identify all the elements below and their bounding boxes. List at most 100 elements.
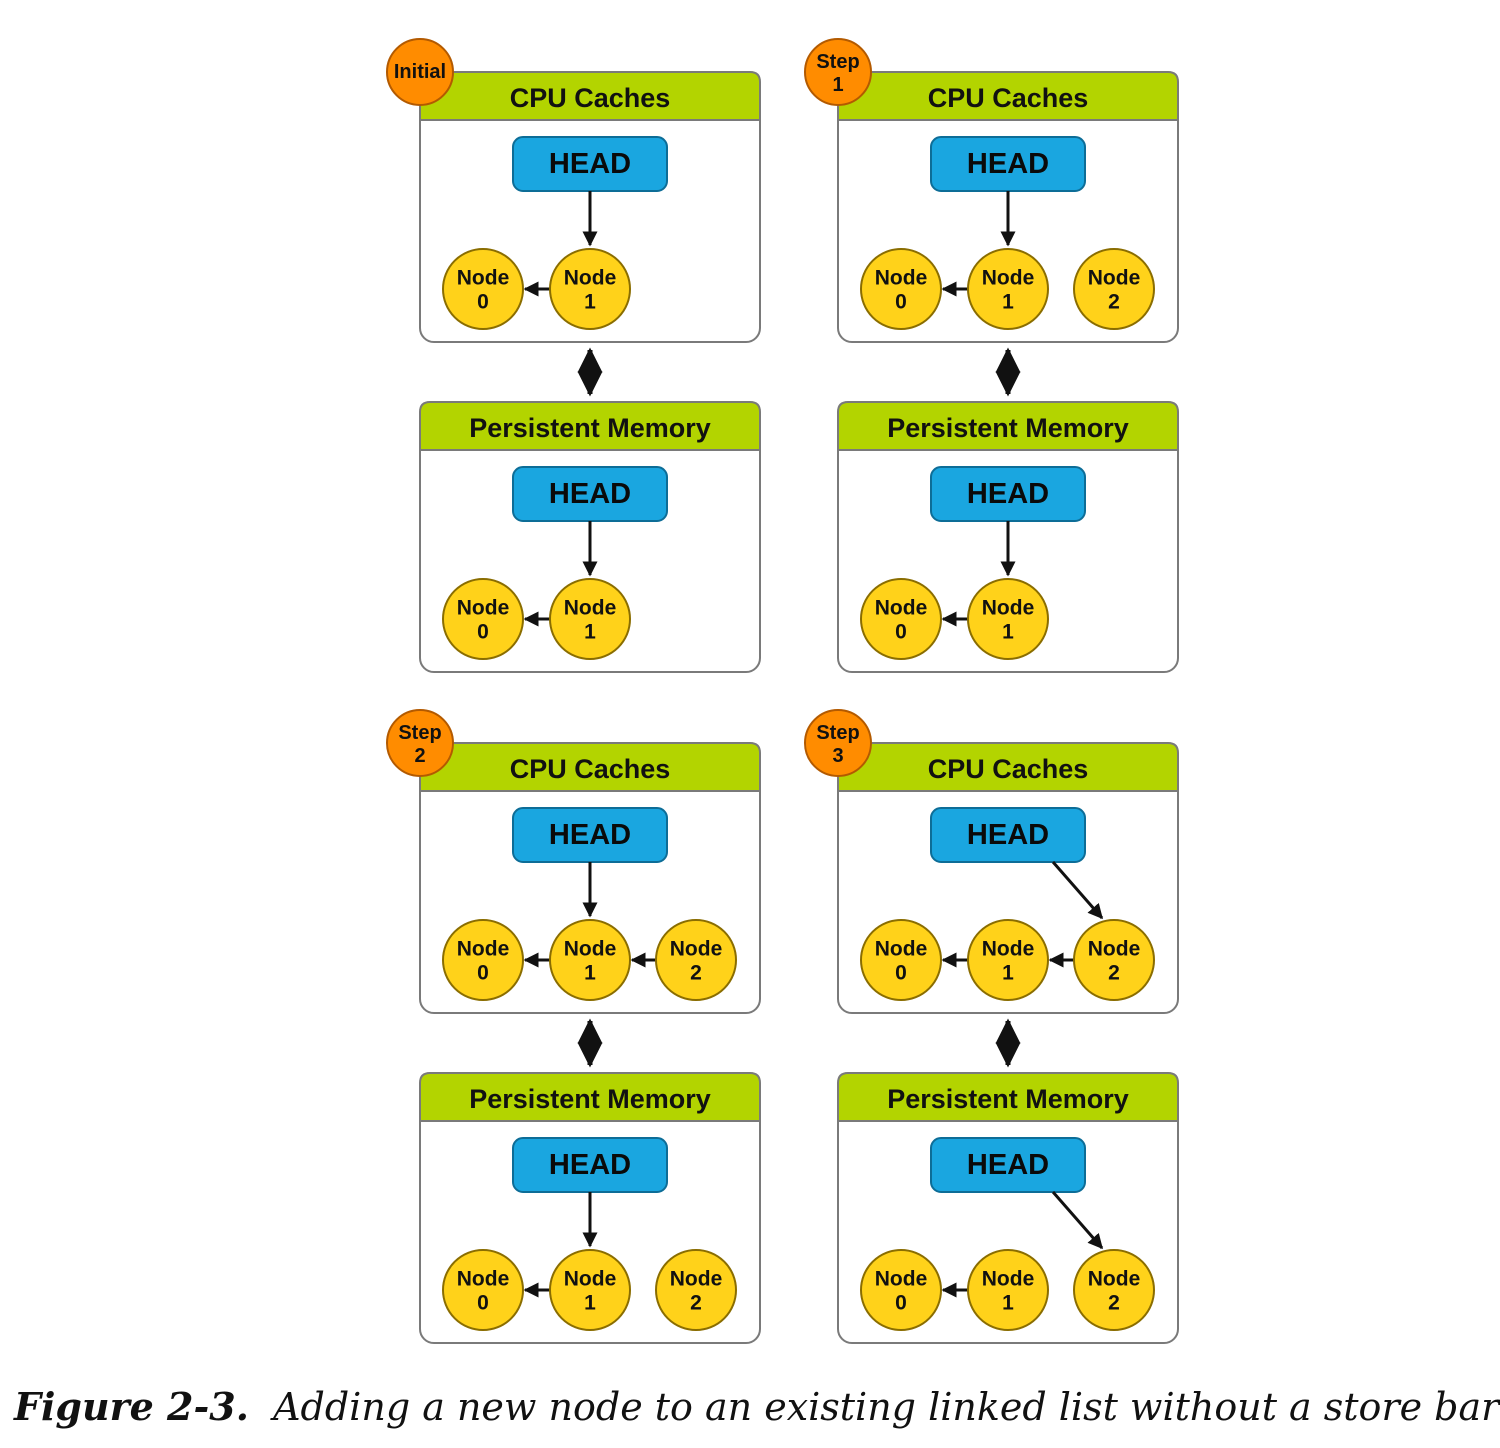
node-label: Node — [457, 267, 510, 290]
node-label: Node — [875, 938, 928, 961]
node-index: 2 — [690, 1292, 702, 1315]
node-index: 1 — [1002, 1292, 1014, 1315]
node-index: 0 — [895, 1292, 907, 1315]
node-circle — [549, 1249, 631, 1331]
caption-label: Figure 2-3. — [14, 1384, 249, 1429]
head-label: HEAD — [549, 819, 631, 851]
node-label: Node — [1088, 267, 1141, 290]
node-index: 1 — [584, 962, 596, 985]
node-label: Node — [1088, 938, 1141, 961]
node-circle — [442, 919, 524, 1001]
persistent-memory-title: Persistent Memory — [469, 413, 711, 443]
badge-step-number: 3 — [832, 745, 843, 767]
persistent-memory-header — [837, 401, 1179, 451]
head-label: HEAD — [549, 478, 631, 510]
badge-step-number: 2 — [414, 745, 425, 767]
node-label: Node — [670, 1268, 723, 1291]
caption-text: Adding a new node to an existing linked … — [273, 1385, 1500, 1429]
head-label: HEAD — [967, 148, 1049, 180]
head-label: HEAD — [967, 1149, 1049, 1181]
persistent-memory-title: Persistent Memory — [469, 1084, 711, 1114]
node-label: Node — [875, 267, 928, 290]
node-label: Node — [564, 267, 617, 290]
node-circle — [549, 919, 631, 1001]
node-circle — [967, 248, 1049, 330]
node-label: Node — [875, 597, 928, 620]
node-index: 0 — [895, 291, 907, 314]
node-circle — [967, 1249, 1049, 1331]
node-label: Node — [457, 938, 510, 961]
badge-label: Initial — [394, 61, 446, 83]
node-circle — [1073, 919, 1155, 1001]
head-pointer-arrow — [1051, 1191, 1104, 1250]
node-circle — [655, 1249, 737, 1331]
cpu-caches-title: CPU Caches — [510, 754, 671, 784]
head-label: HEAD — [549, 1149, 631, 1181]
cpu-caches-title: CPU Caches — [928, 754, 1089, 784]
node-label: Node — [982, 1268, 1035, 1291]
node-circle — [967, 919, 1049, 1001]
node-label: Node — [982, 938, 1035, 961]
persistent-memory-header — [419, 401, 761, 451]
node-circle — [1073, 1249, 1155, 1331]
node-label: Node — [670, 938, 723, 961]
node-label: Node — [564, 938, 617, 961]
badge-label: Step — [816, 722, 859, 744]
node-circle — [860, 248, 942, 330]
node-circle — [1073, 248, 1155, 330]
head-label: HEAD — [967, 478, 1049, 510]
badge-circle — [804, 709, 872, 777]
node-circle — [442, 248, 524, 330]
node-index: 0 — [895, 621, 907, 644]
head-pointer-arrow — [1051, 861, 1104, 920]
node-index: 0 — [895, 962, 907, 985]
badge-label: Step — [816, 51, 859, 73]
node-index: 1 — [1002, 291, 1014, 314]
state-panel: CPU CachesHEADNode0Node1Node2Persistent … — [804, 709, 1179, 1344]
head-box — [930, 807, 1086, 863]
badge-label: Step — [398, 722, 441, 744]
node-circle — [860, 1249, 942, 1331]
node-index: 0 — [477, 1292, 489, 1315]
state-badge: Initial — [386, 38, 454, 106]
node-label: Node — [457, 597, 510, 620]
node-index: 0 — [477, 962, 489, 985]
node-index: 0 — [477, 291, 489, 314]
node-index: 2 — [690, 962, 702, 985]
node-label: Node — [1088, 1268, 1141, 1291]
node-label: Node — [982, 597, 1035, 620]
badge-circle — [386, 709, 454, 777]
node-index: 1 — [1002, 962, 1014, 985]
node-label: Node — [457, 1268, 510, 1291]
node-label: Node — [982, 267, 1035, 290]
node-index: 2 — [1108, 962, 1120, 985]
head-box — [930, 1137, 1086, 1193]
figure-caption: Figure 2-3. Adding a new node to an exis… — [14, 1384, 1500, 1429]
node-circle — [655, 919, 737, 1001]
node-label: Node — [875, 1268, 928, 1291]
cpu-caches-title: CPU Caches — [928, 83, 1089, 113]
persistent-memory-title: Persistent Memory — [887, 413, 1129, 443]
head-label: HEAD — [967, 819, 1049, 851]
persistent-memory-header — [419, 1072, 761, 1122]
badge-circle — [804, 38, 872, 106]
node-circle — [442, 578, 524, 660]
